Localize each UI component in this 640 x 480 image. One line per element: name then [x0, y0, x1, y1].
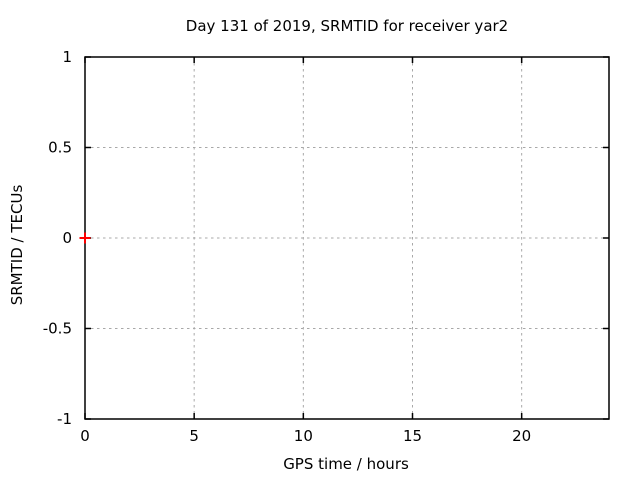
- x-tick-label: 5: [189, 427, 199, 445]
- x-axis-label: GPS time / hours: [283, 455, 409, 473]
- x-tick-label: 20: [512, 427, 531, 445]
- x-tick-label: 0: [80, 427, 90, 445]
- plot-area: 0 5 10 15 20 -1 -0.5 0 0.5 1: [43, 48, 610, 445]
- y-tick-label: -0.5: [43, 320, 72, 338]
- x-tick-label: 15: [403, 427, 422, 445]
- data-point-plus-marker: [79, 232, 91, 244]
- y-tick-label: 1: [62, 48, 72, 66]
- x-tick-label: 10: [294, 427, 313, 445]
- y-tick-label: -1: [57, 410, 72, 428]
- chart-title: Day 131 of 2019, SRMTID for receiver yar…: [186, 17, 508, 35]
- y-tick-label: 0.5: [48, 139, 72, 157]
- y-tick-label: 0: [62, 229, 72, 247]
- y-axis-label: SRMTID / TECUs: [8, 185, 26, 306]
